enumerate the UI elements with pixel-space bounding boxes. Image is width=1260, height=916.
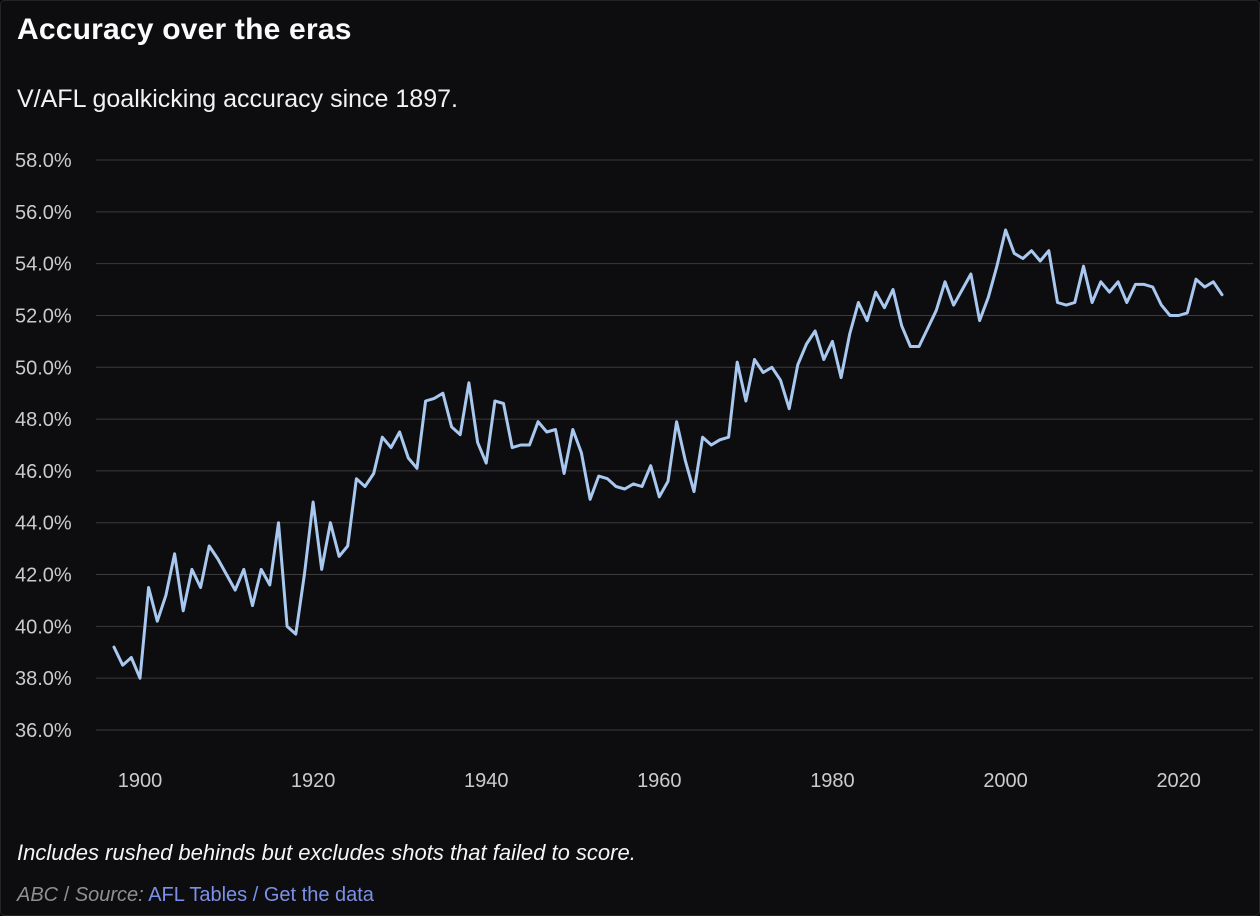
x-tick-label: 2020 (1156, 770, 1201, 792)
x-axis-labels: 1900 1920 1940 1960 1980 2000 2020 (118, 770, 1201, 792)
x-tick-label: 1900 (118, 770, 163, 792)
x-tick-label: 1940 (464, 770, 509, 792)
attribution-line: ABC / Source: AFL Tables / Get the data (17, 884, 374, 907)
attribution-org: ABC (17, 884, 59, 906)
y-gridlines (96, 159, 1253, 731)
y-tick-label: 40.0% (15, 616, 72, 638)
y-tick-label: 36.0% (15, 720, 72, 742)
y-tick-label: 46.0% (15, 461, 72, 483)
link-separator: / (252, 884, 259, 906)
y-tick-label: 58.0% (15, 150, 72, 172)
accuracy-line-chart: 58.0% 56.0% 54.0% 52.0% 50.0% 48.0% 46.0% 44.0%… (15, 150, 1253, 792)
y-tick-label: 52.0% (15, 305, 72, 327)
y-tick-label: 56.0% (15, 202, 72, 224)
accuracy-line (112, 228, 1224, 680)
y-axis-labels: 58.0% 56.0% 54.0% 52.0% 50.0% 48.0% 46.0% 44.0%… (15, 150, 72, 742)
x-tick-label: 1980 (810, 770, 855, 792)
page-title: Accuracy over the eras (17, 13, 352, 46)
y-tick-label: 44.0% (15, 513, 72, 535)
y-tick-label: 38.0% (15, 668, 72, 690)
x-tick-label: 2000 (983, 770, 1028, 792)
y-tick-label: 48.0% (15, 409, 72, 431)
y-tick-label: 54.0% (15, 254, 72, 276)
y-tick-label: 42.0% (15, 565, 72, 587)
x-tick-label: 1960 (637, 770, 682, 792)
attribution-separator: / (63, 884, 70, 906)
get-the-data-link[interactable]: Get the data (263, 884, 374, 906)
source-label: Source: (74, 884, 144, 906)
source-link[interactable]: AFL Tables (148, 884, 248, 906)
x-tick-label: 1920 (291, 770, 336, 792)
chart-footnote: Includes rushed behinds but excludes sho… (17, 840, 636, 865)
chart-subtitle: V/AFL goalkicking accuracy since 1897. (17, 85, 458, 113)
y-tick-label: 50.0% (15, 357, 72, 379)
